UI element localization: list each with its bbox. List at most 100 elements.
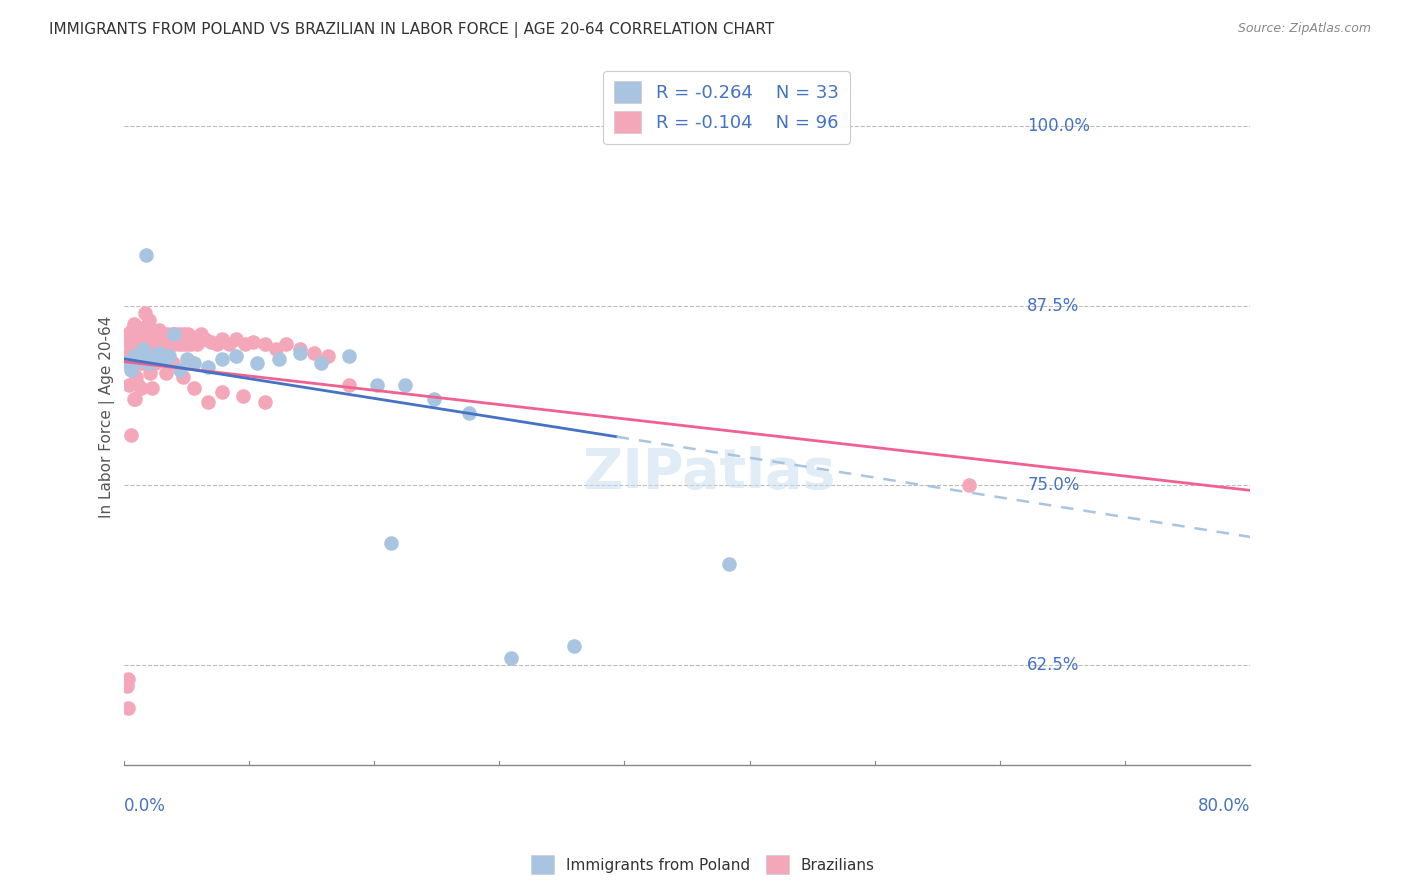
Point — [288, 346, 311, 360]
Text: 0.0%: 0.0% — [124, 797, 166, 815]
Text: ZIPatlas: ZIPatlas — [583, 446, 837, 500]
Point — [124, 327, 146, 342]
Point — [124, 392, 146, 406]
Point — [211, 384, 233, 399]
Point — [183, 332, 205, 346]
Point — [141, 349, 163, 363]
Point — [288, 342, 311, 356]
Point — [179, 332, 201, 346]
Point — [163, 337, 186, 351]
Point — [380, 535, 402, 549]
Point — [197, 360, 219, 375]
Point — [118, 377, 141, 392]
Point — [143, 332, 166, 346]
Point — [186, 337, 208, 351]
Point — [117, 672, 139, 686]
Point — [366, 377, 388, 392]
Point — [176, 351, 198, 366]
Point — [246, 356, 269, 370]
Point — [564, 639, 586, 653]
Point — [159, 337, 181, 351]
Point — [127, 332, 149, 346]
Point — [143, 356, 166, 370]
Point — [309, 356, 332, 370]
Point — [194, 332, 217, 346]
Point — [155, 337, 177, 351]
Point — [131, 337, 153, 351]
Point — [117, 701, 139, 715]
Point — [117, 356, 139, 370]
Point — [125, 370, 148, 384]
Point — [157, 349, 180, 363]
Point — [118, 334, 141, 349]
Point — [128, 334, 150, 349]
Point — [120, 342, 142, 356]
Point — [135, 349, 157, 363]
Text: 75.0%: 75.0% — [1028, 476, 1080, 494]
Point — [138, 356, 160, 370]
Point — [160, 327, 183, 342]
Point — [170, 334, 193, 349]
Point — [142, 323, 165, 337]
Point — [117, 327, 139, 342]
Point — [337, 349, 360, 363]
Point — [190, 327, 212, 342]
Point — [174, 334, 197, 349]
Point — [163, 327, 186, 342]
Text: Source: ZipAtlas.com: Source: ZipAtlas.com — [1237, 22, 1371, 36]
Point — [200, 334, 222, 349]
Point — [167, 337, 190, 351]
Point — [267, 351, 290, 366]
Point — [152, 351, 174, 366]
Point — [139, 337, 162, 351]
Point — [135, 248, 157, 262]
Point — [225, 349, 247, 363]
Text: 87.5%: 87.5% — [1028, 297, 1080, 315]
Point — [232, 389, 254, 403]
Text: IMMIGRANTS FROM POLAND VS BRAZILIAN IN LABOR FORCE | AGE 20-64 CORRELATION CHART: IMMIGRANTS FROM POLAND VS BRAZILIAN IN L… — [49, 22, 775, 38]
Point — [120, 363, 142, 377]
Point — [153, 332, 176, 346]
Point — [169, 363, 191, 377]
Point — [718, 558, 741, 572]
Point — [149, 334, 172, 349]
Point — [172, 370, 194, 384]
Point — [162, 332, 184, 346]
Point — [132, 332, 155, 346]
Y-axis label: In Labor Force | Age 20-64: In Labor Force | Age 20-64 — [100, 316, 115, 518]
Legend: Immigrants from Poland, Brazilians: Immigrants from Poland, Brazilians — [524, 849, 882, 880]
Point — [146, 327, 169, 342]
Point — [156, 327, 179, 342]
Point — [225, 332, 247, 346]
Point — [394, 377, 416, 392]
Point — [211, 332, 233, 346]
Point — [148, 323, 170, 337]
Point — [499, 650, 522, 665]
Point — [176, 337, 198, 351]
Point — [233, 337, 256, 351]
Point — [129, 356, 152, 370]
Point — [316, 349, 339, 363]
Point — [180, 337, 202, 351]
Point — [115, 679, 138, 693]
Point — [253, 337, 276, 351]
Point — [120, 428, 142, 442]
Point — [957, 478, 980, 492]
Point — [274, 337, 297, 351]
Point — [155, 366, 177, 380]
Point — [157, 332, 180, 346]
Point — [197, 395, 219, 409]
Point — [121, 363, 143, 377]
Point — [149, 349, 172, 363]
Point — [125, 354, 148, 368]
Point — [135, 323, 157, 337]
Point — [138, 334, 160, 349]
Point — [139, 366, 162, 380]
Point — [205, 337, 228, 351]
Point — [136, 327, 159, 342]
Point — [129, 351, 152, 366]
Text: 100.0%: 100.0% — [1028, 117, 1090, 135]
Point — [165, 327, 187, 342]
Point — [141, 327, 163, 342]
Point — [422, 392, 444, 406]
